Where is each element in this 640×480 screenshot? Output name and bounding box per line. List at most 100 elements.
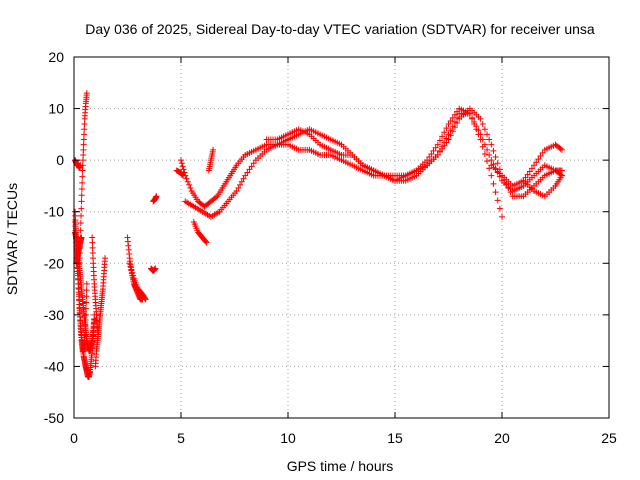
- data-points: [72, 90, 565, 380]
- y-tick-label: 20: [48, 49, 64, 65]
- series-sat-o: [182, 110, 565, 220]
- data-point: [77, 234, 84, 241]
- series-sat-t: [520, 172, 565, 200]
- data-point: [496, 205, 503, 212]
- data-point: [79, 173, 86, 180]
- data-point: [454, 108, 461, 115]
- data-point: [129, 269, 136, 276]
- data-point: [78, 198, 85, 205]
- series-sat-r: [263, 105, 505, 220]
- data-point: [78, 192, 85, 199]
- data-point: [83, 293, 90, 300]
- data-point: [89, 239, 96, 246]
- data-point: [79, 179, 86, 186]
- y-tick-label: -40: [44, 358, 64, 374]
- data-point: [451, 118, 458, 125]
- data-point: [130, 272, 137, 279]
- data-point: [533, 159, 540, 166]
- data-point: [79, 162, 86, 169]
- data-point: [179, 163, 186, 170]
- data-point: [90, 255, 97, 262]
- data-point: [484, 146, 491, 153]
- data-point: [492, 189, 499, 196]
- data-point: [152, 265, 159, 272]
- data-point: [183, 175, 190, 182]
- data-point: [539, 149, 546, 156]
- y-tick-label: -20: [44, 255, 64, 271]
- series-sat-n: [178, 105, 565, 210]
- data-point: [180, 166, 187, 173]
- data-point: [443, 135, 450, 142]
- data-point: [477, 136, 484, 143]
- x-axis-label: GPS time / hours: [287, 458, 394, 474]
- y-tick-label: 10: [48, 101, 64, 117]
- data-point: [522, 174, 529, 181]
- data-point: [80, 136, 87, 143]
- data-point: [78, 186, 85, 193]
- data-point: [83, 90, 90, 97]
- x-tick-label: 25: [601, 430, 617, 446]
- data-point: [447, 127, 454, 134]
- data-point: [484, 158, 491, 165]
- series-sat-h: [92, 255, 109, 370]
- data-point: [80, 146, 87, 153]
- data-point: [475, 131, 482, 138]
- series-sat-l: [150, 193, 160, 205]
- data-point: [244, 169, 251, 176]
- data-point: [439, 133, 446, 140]
- data-point: [142, 296, 149, 303]
- data-point: [89, 244, 96, 251]
- data-point: [186, 181, 193, 188]
- data-point: [81, 121, 88, 128]
- data-point: [81, 126, 88, 133]
- data-point: [481, 126, 488, 133]
- data-point: [240, 175, 247, 182]
- data-point: [83, 299, 90, 306]
- data-point: [490, 180, 497, 187]
- data-point: [181, 169, 188, 176]
- data-point: [153, 193, 160, 200]
- data-point: [524, 171, 531, 178]
- data-point: [126, 260, 133, 267]
- grid-lines: [74, 57, 609, 418]
- data-point: [203, 239, 210, 246]
- data-point: [469, 115, 476, 122]
- data-point: [202, 238, 209, 245]
- data-point: [492, 154, 499, 161]
- series-sat-f: [76, 90, 90, 267]
- data-point: [473, 126, 480, 133]
- plot-frame: [73, 56, 610, 419]
- data-point: [77, 239, 84, 246]
- data-point: [426, 154, 433, 161]
- data-point: [89, 234, 96, 241]
- data-point: [424, 157, 431, 164]
- data-point: [528, 165, 535, 172]
- data-point: [436, 137, 443, 144]
- y-tick-label: -30: [44, 307, 64, 323]
- data-point: [187, 184, 194, 191]
- data-point: [248, 163, 255, 170]
- data-point: [128, 266, 135, 273]
- data-point: [233, 188, 240, 195]
- data-point: [537, 153, 544, 160]
- data-point: [76, 255, 83, 262]
- data-point: [238, 178, 245, 185]
- data-point: [76, 244, 83, 251]
- data-point: [434, 141, 441, 148]
- y-tick-label: -10: [44, 204, 64, 220]
- data-point: [557, 145, 564, 152]
- data-point: [490, 147, 497, 154]
- data-point: [486, 151, 493, 158]
- data-point: [447, 117, 454, 124]
- data-point: [479, 143, 486, 150]
- series-sat-c: [72, 229, 98, 354]
- data-point: [441, 139, 448, 146]
- data-point: [184, 178, 191, 185]
- data-point: [432, 144, 439, 151]
- data-point: [439, 143, 446, 150]
- data-point: [79, 157, 86, 164]
- series-sat-j: [126, 260, 149, 303]
- y-tick-label: 0: [56, 152, 64, 168]
- data-point: [451, 111, 458, 118]
- y-tick-label: -50: [44, 410, 64, 426]
